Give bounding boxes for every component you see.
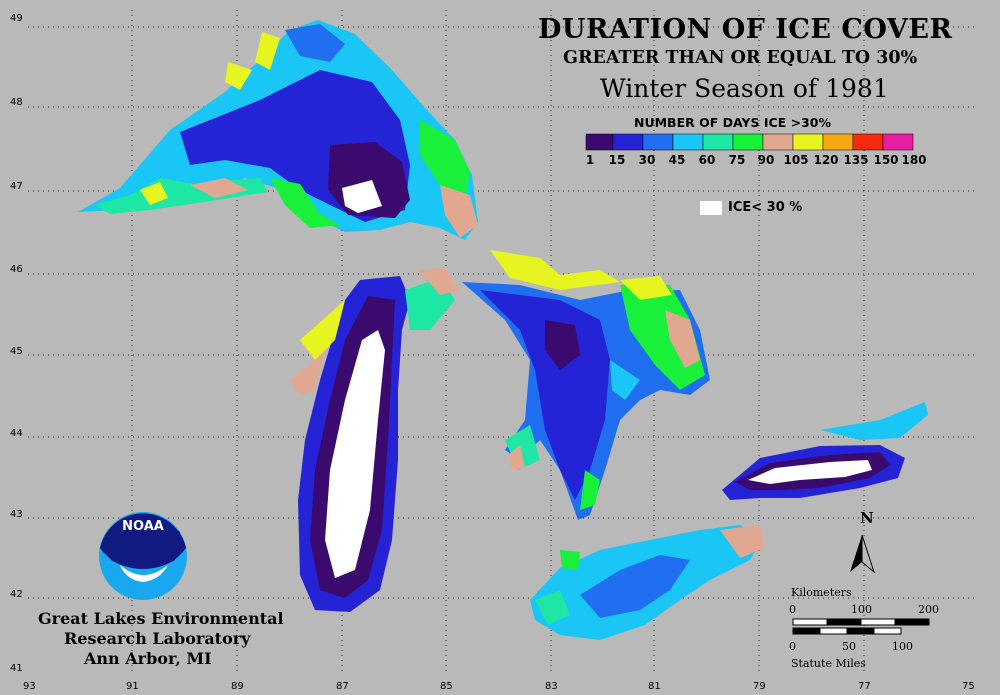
legend-break-60: 60 xyxy=(699,153,716,167)
lat-tick-47: 47 xyxy=(10,181,23,192)
title-line-1: DURATION OF ICE COVER xyxy=(538,14,953,45)
lon-tick-93: 93 xyxy=(23,681,36,692)
legend-color-bar xyxy=(585,133,914,151)
scale-km-tick-100: 100 xyxy=(851,603,872,616)
legend-break-45: 45 xyxy=(669,153,686,167)
lon-tick-83: 83 xyxy=(545,681,558,692)
lat-tick-49: 49 xyxy=(10,13,23,24)
lake-ontario xyxy=(722,402,928,500)
lon-tick-81: 81 xyxy=(648,681,661,692)
lab-name-line-2: Research Laboratory xyxy=(64,629,251,648)
lon-tick-91: 91 xyxy=(126,681,139,692)
scale-km-label: Kilometers xyxy=(791,586,852,599)
legend-break-180: 180 xyxy=(901,153,926,167)
lab-location: Ann Arbor, MI xyxy=(84,649,212,668)
legend-break-75: 75 xyxy=(729,153,746,167)
scale-mi-tick-50: 50 xyxy=(842,640,856,653)
lon-tick-77: 77 xyxy=(858,681,871,692)
legend-break-labels: 1 15 30 45 60 75 90 105 120 135 150 180 xyxy=(586,153,927,167)
lon-tick-79: 79 xyxy=(753,681,766,692)
lat-tick-48: 48 xyxy=(10,97,23,108)
ice-swatch xyxy=(700,201,722,215)
legend-break-105: 105 xyxy=(783,153,808,167)
lake-superior xyxy=(78,20,478,240)
scale-bar xyxy=(792,618,930,635)
scale-mi-tick-100: 100 xyxy=(892,640,913,653)
legend-break-15: 15 xyxy=(609,153,626,167)
lat-tick-41: 41 xyxy=(10,663,23,674)
lon-tick-75: 75 xyxy=(962,681,975,692)
lat-tick-42: 42 xyxy=(10,589,23,600)
lake-huron xyxy=(462,250,710,520)
ice-legend-label: ICE< 30 % xyxy=(728,200,803,215)
lake-michigan xyxy=(290,268,460,612)
scale-mi-tick-0: 0 xyxy=(789,640,796,653)
lat-tick-46: 46 xyxy=(10,264,23,275)
noaa-logo xyxy=(99,512,187,600)
legend-break-90: 90 xyxy=(758,153,775,167)
lon-tick-89: 89 xyxy=(231,681,244,692)
legend-break-135: 135 xyxy=(843,153,868,167)
north-arrow-icon xyxy=(850,534,876,574)
lat-tick-44: 44 xyxy=(10,428,23,439)
lat-tick-45: 45 xyxy=(10,346,23,357)
legend-break-150: 150 xyxy=(873,153,898,167)
scale-km-tick-200: 200 xyxy=(918,603,939,616)
scale-mi-label: Statute Miles xyxy=(791,657,866,670)
noaa-logo-text: NOAA xyxy=(122,519,164,534)
title-season: Winter Season of 1981 xyxy=(600,74,889,103)
lab-name-line-1: Great Lakes Environmental xyxy=(38,609,284,628)
north-label: N xyxy=(860,509,874,527)
lake-erie xyxy=(530,525,765,640)
lat-tick-43: 43 xyxy=(10,509,23,520)
legend-break-30: 30 xyxy=(639,153,656,167)
legend-break-1: 1 xyxy=(586,153,594,167)
scale-km-tick-0: 0 xyxy=(789,603,796,616)
legend-break-120: 120 xyxy=(813,153,838,167)
lon-tick-85: 85 xyxy=(440,681,453,692)
legend-title: NUMBER OF DAYS ICE >30% xyxy=(634,115,831,130)
title-line-2: GREATER THAN OR EQUAL TO 30% xyxy=(563,48,918,68)
lon-tick-87: 87 xyxy=(336,681,349,692)
